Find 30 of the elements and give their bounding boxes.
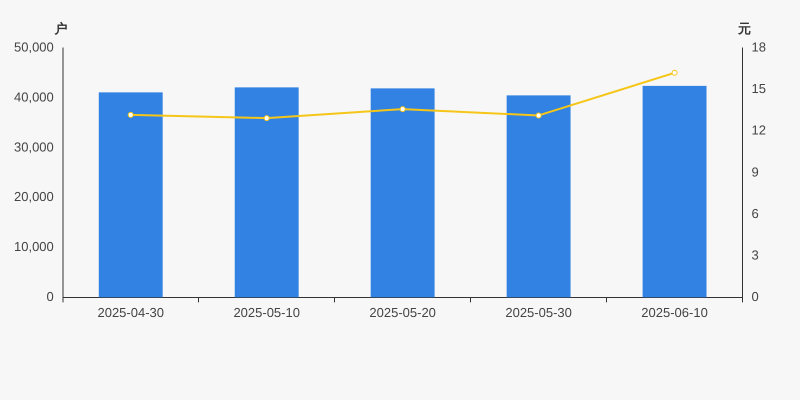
point — [536, 112, 542, 118]
y-tick-label: 0 — [46, 288, 54, 304]
bar — [98, 92, 163, 298]
y2-tick-label: 0 — [752, 288, 759, 304]
y2-tick-label: 6 — [752, 206, 759, 221]
x-tick-label: 2025-04-30 — [97, 304, 164, 320]
x-tick-label: 2025-05-20 — [369, 304, 436, 320]
bar — [642, 86, 707, 298]
bar — [370, 88, 435, 298]
y-tick-label: 40,000 — [14, 89, 54, 104]
y2-tick-label: 3 — [752, 247, 759, 262]
point — [264, 115, 270, 122]
y-tick-label: 10,000 — [14, 239, 54, 254]
y2-tick-label: 15 — [752, 81, 766, 96]
y-axis-title: 户 — [53, 21, 68, 36]
point — [400, 106, 406, 112]
bar — [234, 87, 299, 298]
x-tick-label: 2025-05-30 — [505, 304, 572, 320]
y-tick-label: 20,000 — [14, 189, 54, 204]
x-tick-label: 2025-06-10 — [641, 304, 708, 320]
point — [672, 70, 678, 76]
x-tick-label: 2025-05-10 — [233, 304, 300, 320]
y2-tick-label: 12 — [752, 122, 766, 138]
y-tick-label: 30,000 — [14, 139, 54, 154]
bar — [506, 95, 571, 298]
point — [128, 112, 134, 118]
y2-axis-title: 元 — [737, 21, 752, 36]
y2-tick-label: 9 — [752, 164, 759, 180]
y2-tick-label: 18 — [752, 40, 766, 55]
y-tick-label: 50,000 — [14, 40, 54, 55]
